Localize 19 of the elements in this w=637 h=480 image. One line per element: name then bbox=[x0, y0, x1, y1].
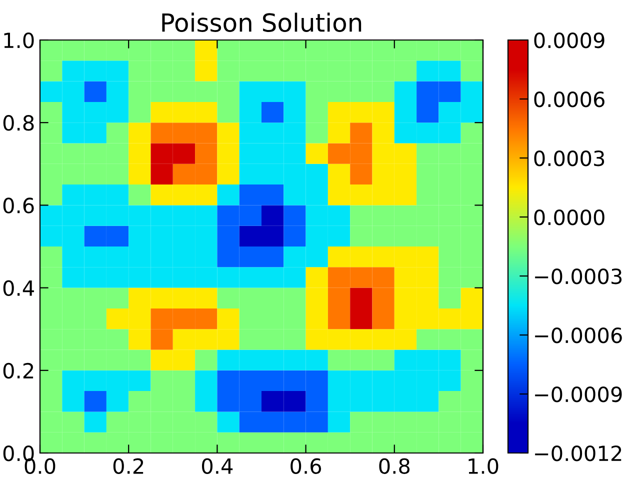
color-bar-label: 0.0000 bbox=[534, 209, 604, 226]
color-bar-label: −0.0009 bbox=[535, 386, 622, 402]
y-tick-label: 1.0 bbox=[4, 32, 34, 48]
x-tick-label: 0.6 bbox=[290, 458, 322, 474]
color-bar-label: −0.0012 bbox=[535, 445, 622, 462]
color-bar-label: 0.0006 bbox=[534, 91, 604, 108]
color-bar-label: 0.0003 bbox=[534, 150, 604, 166]
y-tick-label: 0.4 bbox=[3, 280, 34, 296]
x-tick-label: 0.8 bbox=[379, 458, 410, 474]
color-bar-label: 0.0009 bbox=[534, 32, 604, 48]
x-tick-label: 0.2 bbox=[113, 458, 144, 474]
color-bar-label: −0.0003 bbox=[535, 268, 622, 284]
y-tick-label: 0.8 bbox=[3, 115, 34, 131]
x-tick-label: 0.4 bbox=[202, 458, 233, 474]
color-bar-label: −0.0006 bbox=[535, 327, 622, 344]
y-tick-label: 0.2 bbox=[3, 362, 34, 379]
chart-title: Poisson Solution bbox=[162, 12, 362, 32]
x-tick-label: 1.0 bbox=[468, 458, 498, 474]
y-tick-label: 0.6 bbox=[3, 198, 34, 214]
